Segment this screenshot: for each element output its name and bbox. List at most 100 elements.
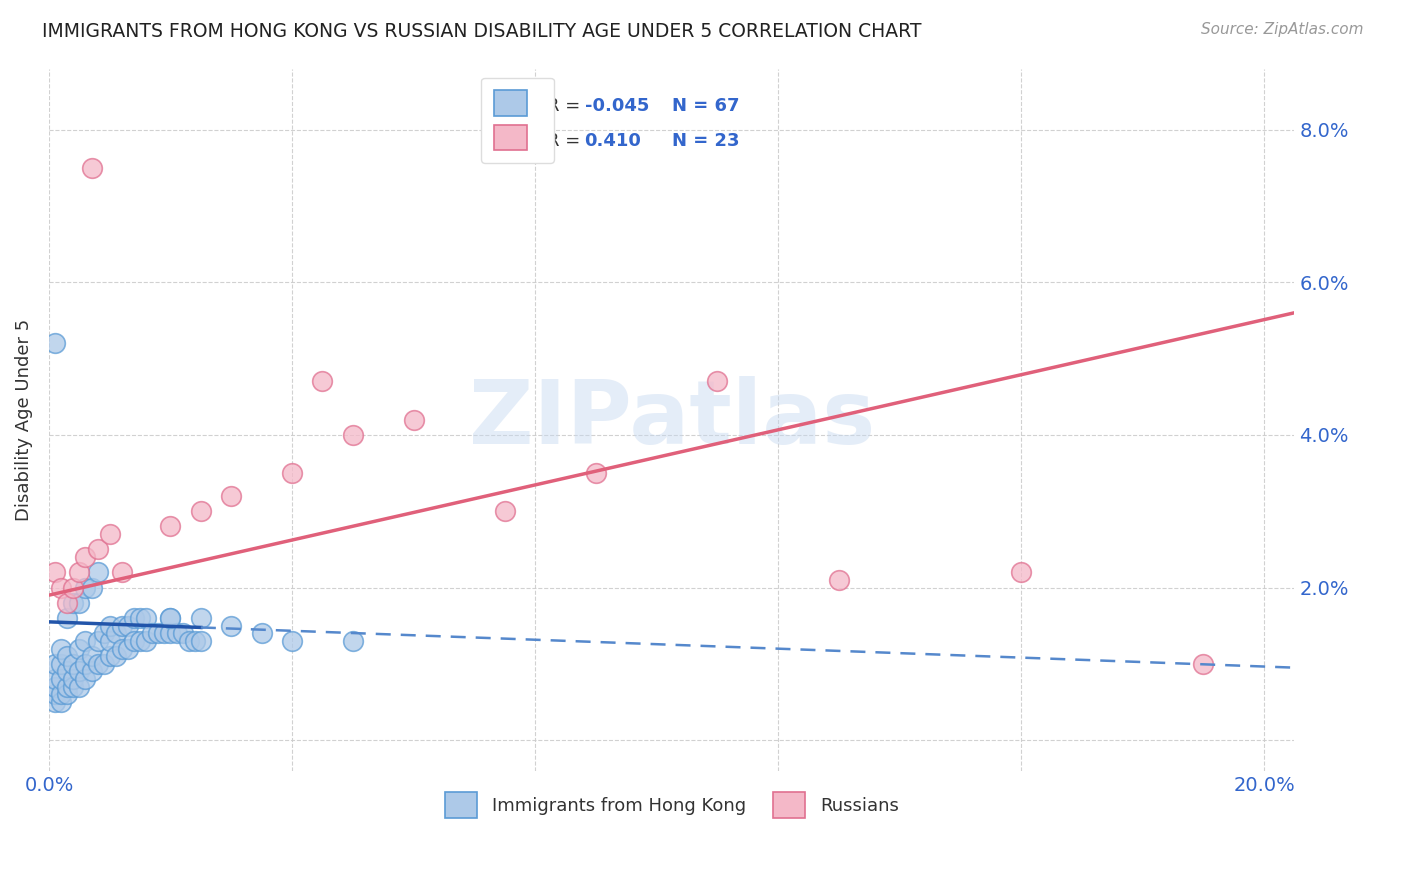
Text: ZIPatlas: ZIPatlas	[468, 376, 875, 463]
Point	[117, 618, 139, 632]
Point	[219, 489, 242, 503]
Point	[172, 626, 194, 640]
Point	[75, 581, 97, 595]
Point	[86, 657, 108, 671]
Text: 0.410: 0.410	[585, 132, 641, 150]
Point	[67, 680, 90, 694]
Text: R =: R =	[547, 132, 586, 150]
Point	[44, 566, 66, 580]
Point	[62, 596, 84, 610]
Point	[93, 626, 115, 640]
Point	[1010, 566, 1032, 580]
Point	[49, 695, 72, 709]
Point	[98, 649, 121, 664]
Point	[117, 641, 139, 656]
Point	[135, 611, 157, 625]
Point	[342, 428, 364, 442]
Point	[62, 581, 84, 595]
Point	[129, 634, 152, 648]
Point	[166, 626, 188, 640]
Point	[75, 634, 97, 648]
Point	[49, 641, 72, 656]
Point	[75, 672, 97, 686]
Point	[190, 611, 212, 625]
Point	[159, 519, 181, 533]
Point	[402, 412, 425, 426]
Point	[135, 634, 157, 648]
Point	[219, 618, 242, 632]
Point	[44, 336, 66, 351]
Point	[250, 626, 273, 640]
Point	[828, 573, 851, 587]
Text: IMMIGRANTS FROM HONG KONG VS RUSSIAN DISABILITY AGE UNDER 5 CORRELATION CHART: IMMIGRANTS FROM HONG KONG VS RUSSIAN DIS…	[42, 22, 922, 41]
Point	[44, 687, 66, 701]
Point	[75, 657, 97, 671]
Point	[62, 657, 84, 671]
Point	[49, 672, 72, 686]
Text: -0.045: -0.045	[585, 96, 650, 115]
Text: N = 23: N = 23	[672, 132, 740, 150]
Point	[93, 657, 115, 671]
Point	[104, 649, 127, 664]
Point	[80, 161, 103, 175]
Point	[98, 634, 121, 648]
Point	[80, 649, 103, 664]
Point	[67, 665, 90, 679]
Point	[1192, 657, 1215, 671]
Point	[56, 649, 79, 664]
Point	[49, 581, 72, 595]
Point	[111, 618, 134, 632]
Text: R =: R =	[547, 96, 586, 115]
Point	[67, 566, 90, 580]
Point	[86, 566, 108, 580]
Point	[281, 466, 304, 480]
Point	[56, 687, 79, 701]
Point	[44, 680, 66, 694]
Point	[67, 641, 90, 656]
Point	[62, 680, 84, 694]
Point	[159, 626, 181, 640]
Y-axis label: Disability Age Under 5: Disability Age Under 5	[15, 318, 32, 521]
Point	[49, 687, 72, 701]
Point	[86, 634, 108, 648]
Point	[44, 672, 66, 686]
Point	[111, 641, 134, 656]
Point	[159, 611, 181, 625]
Point	[159, 611, 181, 625]
Point	[104, 626, 127, 640]
Point	[62, 672, 84, 686]
Point	[190, 634, 212, 648]
Legend: Immigrants from Hong Kong, Russians: Immigrants from Hong Kong, Russians	[437, 785, 905, 825]
Point	[311, 375, 333, 389]
Point	[56, 596, 79, 610]
Point	[80, 665, 103, 679]
Point	[75, 549, 97, 564]
Point	[98, 618, 121, 632]
Point	[141, 626, 163, 640]
Point	[706, 375, 728, 389]
Point	[585, 466, 607, 480]
Point	[67, 596, 90, 610]
Point	[177, 634, 200, 648]
Point	[80, 581, 103, 595]
Point	[281, 634, 304, 648]
Point	[56, 680, 79, 694]
Point	[190, 504, 212, 518]
Point	[153, 626, 176, 640]
Point	[494, 504, 516, 518]
Point	[111, 566, 134, 580]
Point	[44, 657, 66, 671]
Point	[129, 611, 152, 625]
Point	[184, 634, 207, 648]
Point	[122, 634, 145, 648]
Point	[148, 626, 170, 640]
Text: N = 67: N = 67	[672, 96, 740, 115]
Point	[49, 657, 72, 671]
Point	[56, 665, 79, 679]
Point	[98, 527, 121, 541]
Point	[122, 611, 145, 625]
Text: Source: ZipAtlas.com: Source: ZipAtlas.com	[1201, 22, 1364, 37]
Point	[86, 542, 108, 557]
Point	[56, 611, 79, 625]
Point	[44, 695, 66, 709]
